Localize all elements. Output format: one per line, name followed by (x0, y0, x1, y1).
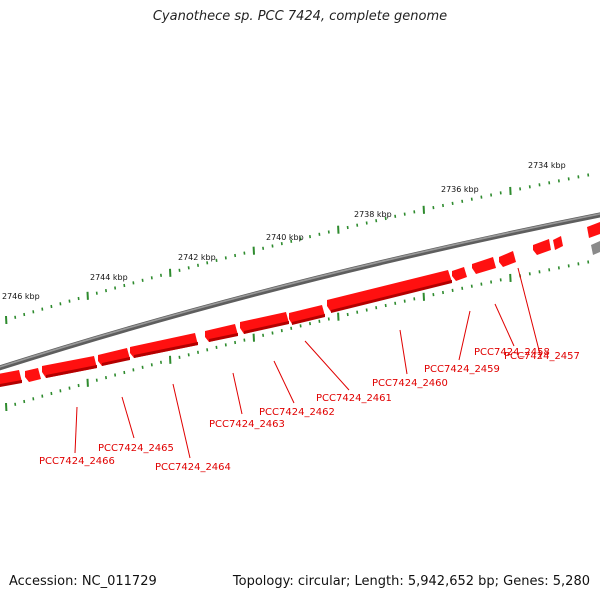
gene-label-2458: PCC7424_2458 (474, 347, 550, 358)
scale-label: 2738 kbp (354, 210, 392, 219)
gene-arrow[interactable] (499, 251, 516, 267)
inner-tick-scale (5, 260, 590, 412)
genome-backbone (0, 212, 600, 371)
gene-label-2462: PCC7424_2462 (259, 407, 335, 418)
gene-arrow-grey[interactable] (591, 241, 600, 255)
gene-arrow[interactable] (25, 368, 41, 382)
gene-arrow[interactable] (205, 324, 238, 342)
gene-label-2459: PCC7424_2459 (424, 364, 500, 375)
gene-arrow[interactable] (553, 236, 563, 250)
scale-label: 2736 kbp (441, 185, 479, 194)
gene-label-2465: PCC7424_2465 (98, 443, 174, 454)
accession-label: Accession: NC_011729 (9, 574, 157, 589)
scale-label: 2744 kbp (90, 273, 128, 282)
gene-label-2464: PCC7424_2464 (155, 462, 231, 473)
gene-arrow[interactable] (98, 348, 130, 366)
scale-label: 2740 kbp (266, 233, 304, 242)
outer-tick-scale (5, 173, 590, 325)
gene-arrow[interactable] (289, 305, 325, 324)
gene-label-2461: PCC7424_2461 (316, 393, 392, 404)
gene-label-2457: PCC7424_2457 (504, 351, 580, 362)
gene-arrow[interactable] (42, 356, 97, 378)
gene-label-2466: PCC7424_2466 (39, 456, 115, 467)
gene-arrow[interactable] (452, 267, 467, 281)
gene-arrow[interactable] (587, 222, 600, 238)
gene-arrow[interactable] (327, 270, 452, 312)
gene-label-2460: PCC7424_2460 (372, 378, 448, 389)
gene-arrow[interactable] (130, 333, 198, 358)
gene-arrow[interactable] (240, 312, 289, 334)
leader-lines (74, 267, 542, 459)
gene-arrow[interactable] (472, 257, 496, 274)
genome-summary: Topology: circular; Length: 5,942,652 bp… (232, 574, 590, 589)
map-title: Cyanothece sp. PCC 7424, complete genome (152, 9, 448, 24)
scale-label: 2734 kbp (528, 161, 566, 170)
scale-label: 2742 kbp (178, 253, 216, 262)
gene-label-2463: PCC7424_2463 (209, 419, 285, 430)
scale-label: 2746 kbp (2, 292, 40, 301)
gene-arrow[interactable] (533, 239, 551, 255)
